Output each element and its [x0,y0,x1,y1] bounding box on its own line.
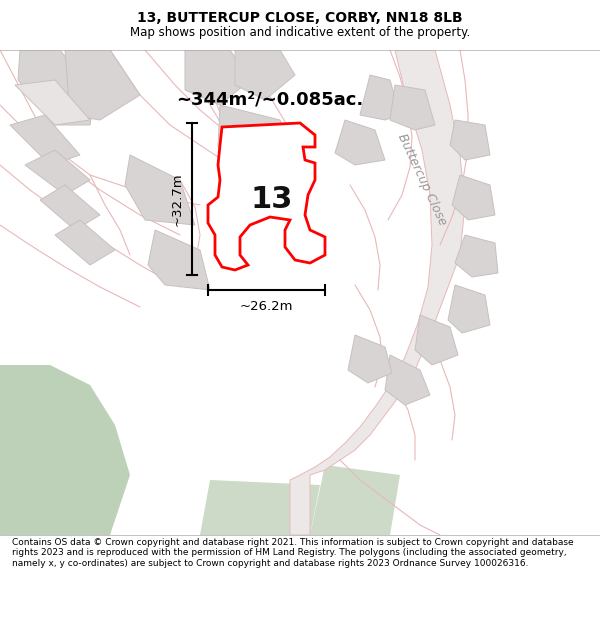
Text: 13: 13 [251,186,293,214]
Polygon shape [55,220,115,265]
Polygon shape [18,50,95,125]
Polygon shape [452,175,495,220]
Polygon shape [348,335,392,383]
Polygon shape [200,480,320,535]
Polygon shape [235,50,295,100]
Text: Buttercup Close: Buttercup Close [395,132,449,228]
Polygon shape [290,50,465,535]
Text: ~26.2m: ~26.2m [240,300,293,313]
Text: ~344m²/~0.085ac.: ~344m²/~0.085ac. [176,91,364,109]
Polygon shape [218,105,295,165]
Polygon shape [360,75,400,120]
Text: Map shows position and indicative extent of the property.: Map shows position and indicative extent… [130,26,470,39]
Polygon shape [0,365,130,535]
Text: 13, BUTTERCUP CLOSE, CORBY, NN18 8LB: 13, BUTTERCUP CLOSE, CORBY, NN18 8LB [137,11,463,25]
Polygon shape [455,235,498,277]
Polygon shape [10,115,80,165]
Polygon shape [450,120,490,160]
Polygon shape [125,155,195,225]
Polygon shape [390,85,435,130]
Polygon shape [335,120,385,165]
Polygon shape [148,230,210,290]
Polygon shape [15,80,90,125]
Text: ~32.7m: ~32.7m [171,172,184,226]
Polygon shape [25,150,90,195]
Text: Contains OS data © Crown copyright and database right 2021. This information is : Contains OS data © Crown copyright and d… [12,538,574,568]
Polygon shape [448,285,490,333]
Polygon shape [208,123,325,270]
Polygon shape [185,50,250,105]
Polygon shape [415,315,458,365]
Polygon shape [40,185,100,230]
Polygon shape [65,50,140,120]
Polygon shape [310,465,400,535]
Polygon shape [385,355,430,405]
